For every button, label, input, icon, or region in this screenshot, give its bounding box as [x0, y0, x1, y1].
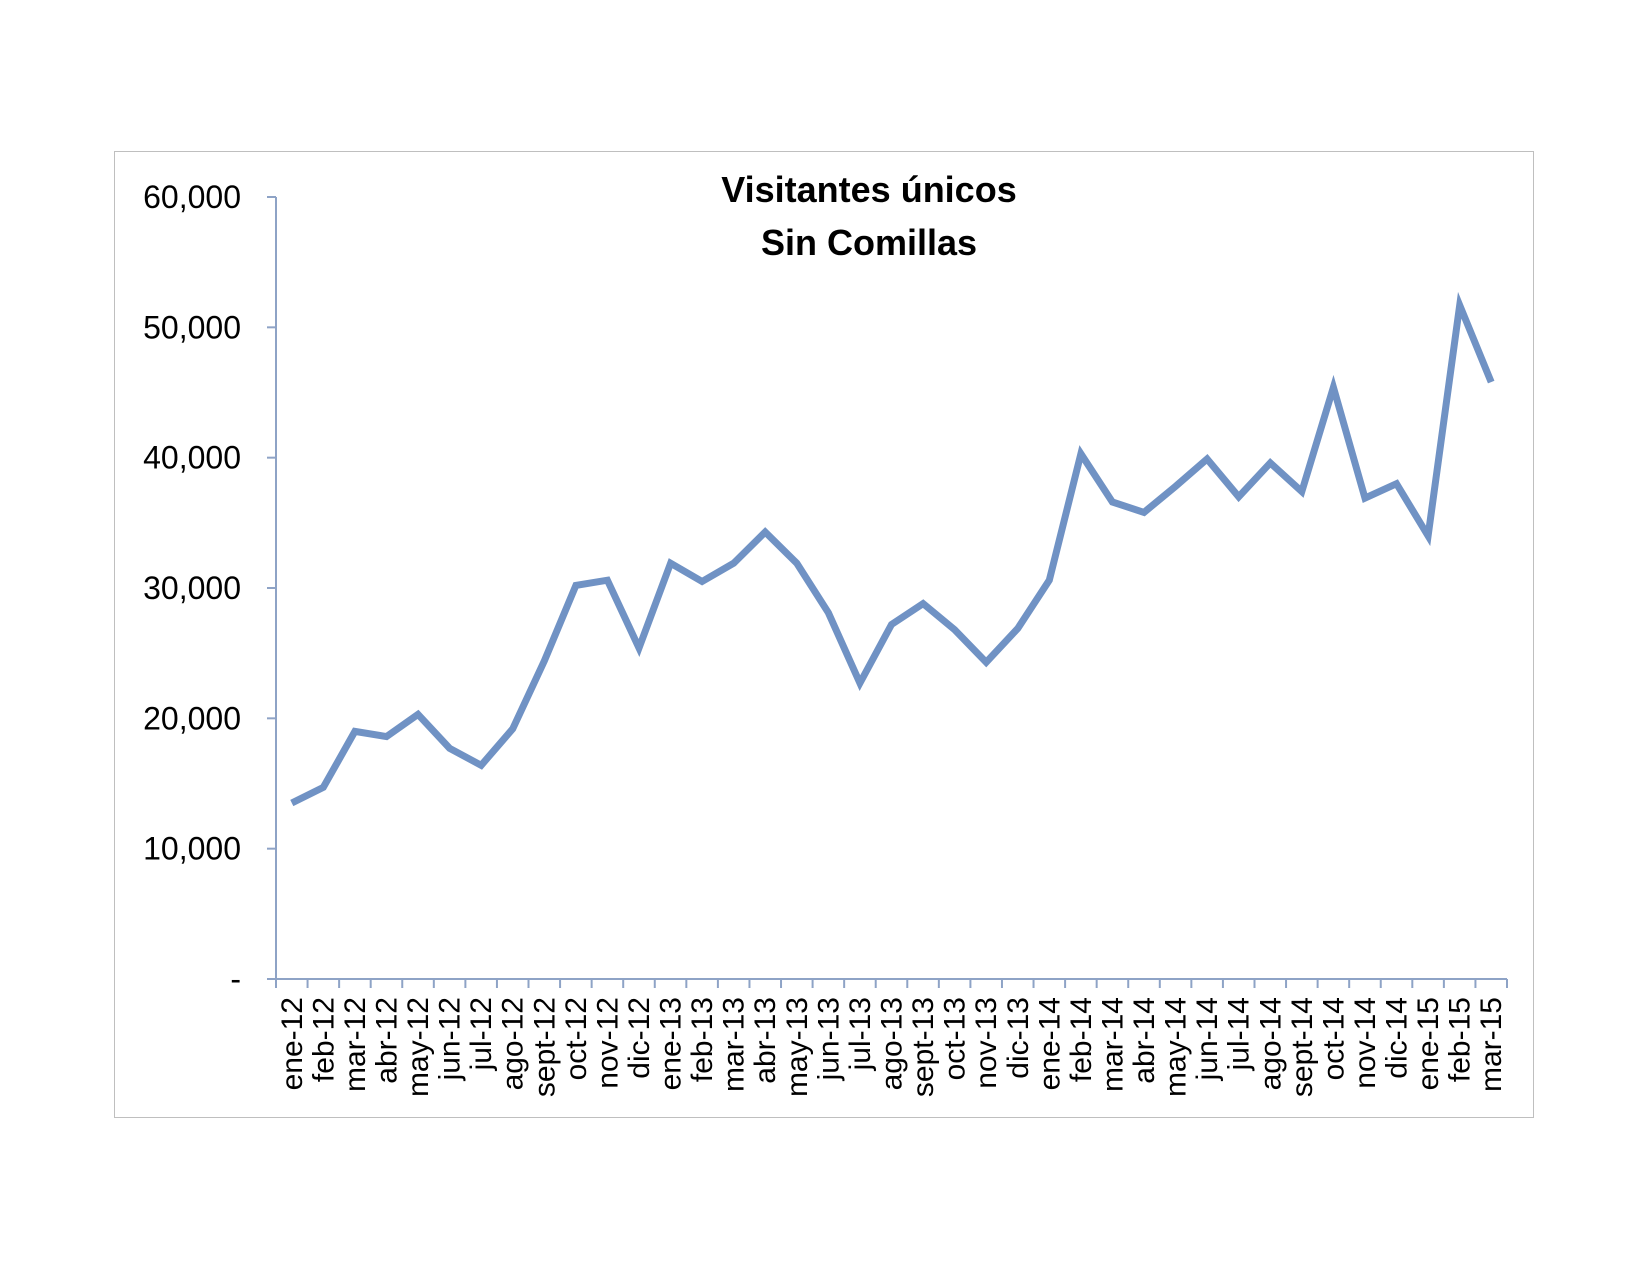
x-tick-label: oct-13 [939, 997, 972, 1080]
x-tick-label: ene-13 [655, 997, 688, 1090]
x-tick-label: abr-14 [1128, 997, 1161, 1084]
x-tick-label: ago-13 [876, 997, 909, 1090]
x-tick-label: ago-12 [497, 997, 530, 1090]
x-axis: ene-12feb-12mar-12abr-12may-12jun-12jul-… [275, 978, 1508, 1097]
y-axis: - 10,000 20,000 30,000 40,000 50,000 60,000 [143, 179, 277, 997]
x-tick-label: abr-12 [370, 997, 403, 1084]
x-tick-label: jul-13 [844, 997, 877, 1071]
x-tick-label: ene-12 [276, 997, 309, 1090]
y-tick-label: 10,000 [143, 831, 241, 867]
line-chart: Visitantes únicos Sin Comillas - 10,000 20… [143, 169, 1508, 1097]
y-tick-label: 50,000 [143, 309, 241, 345]
x-tick-label: may-12 [402, 997, 435, 1097]
x-tick-label: ago-14 [1254, 997, 1287, 1090]
x-tick-label: feb-12 [307, 997, 340, 1082]
chart-title-line-1: Visitantes únicos [721, 169, 1016, 210]
y-tick-label: 60,000 [143, 179, 241, 215]
x-tick-label: feb-15 [1444, 997, 1477, 1082]
x-tick-label: nov-14 [1349, 997, 1382, 1089]
x-tick-label: may-13 [781, 997, 814, 1097]
x-tick-label: nov-12 [591, 997, 624, 1089]
x-tick-label: ene-14 [1033, 997, 1066, 1090]
x-tick-label: dic-12 [623, 997, 656, 1079]
x-tick-label: dic-13 [1002, 997, 1035, 1079]
x-tick-label: sept-12 [528, 997, 561, 1097]
x-tick-label: may-14 [1160, 997, 1193, 1097]
chart-title: Visitantes únicos Sin Comillas [721, 169, 1016, 263]
x-tick-label: sept-13 [907, 997, 940, 1097]
x-tick-label: mar-12 [339, 997, 372, 1092]
x-tick-label: oct-14 [1317, 997, 1350, 1080]
x-tick-label: ene-15 [1412, 997, 1445, 1090]
x-tick-label: mar-14 [1096, 997, 1129, 1092]
x-tick-label: dic-14 [1381, 997, 1414, 1079]
y-tick-label: 30,000 [143, 570, 241, 606]
x-tick-label: sept-14 [1286, 997, 1319, 1097]
x-tick-label: feb-13 [686, 997, 719, 1082]
x-tick-label: mar-13 [718, 997, 751, 1092]
x-tick-label: nov-13 [970, 997, 1003, 1089]
x-tick-label: jun-13 [812, 997, 845, 1081]
x-tick-label: jul-14 [1223, 997, 1256, 1071]
y-tick-label: 20,000 [143, 700, 241, 736]
x-tick-label: jul-12 [465, 997, 498, 1071]
y-tick-label: - [230, 961, 241, 997]
x-tick-label: abr-13 [749, 997, 782, 1084]
chart-title-line-2: Sin Comillas [761, 222, 977, 263]
chart-frame: Visitantes únicos Sin Comillas - 10,000 20… [114, 151, 1534, 1118]
series-group [290, 291, 1495, 807]
x-tick-label: mar-15 [1475, 997, 1508, 1092]
x-tick-label: oct-12 [560, 997, 593, 1080]
series-line [290, 291, 1495, 807]
y-tick-label: 40,000 [143, 440, 241, 476]
x-tick-label: jun-14 [1191, 997, 1224, 1081]
x-tick-label: jun-12 [434, 997, 467, 1081]
x-tick-label: feb-14 [1065, 997, 1098, 1082]
